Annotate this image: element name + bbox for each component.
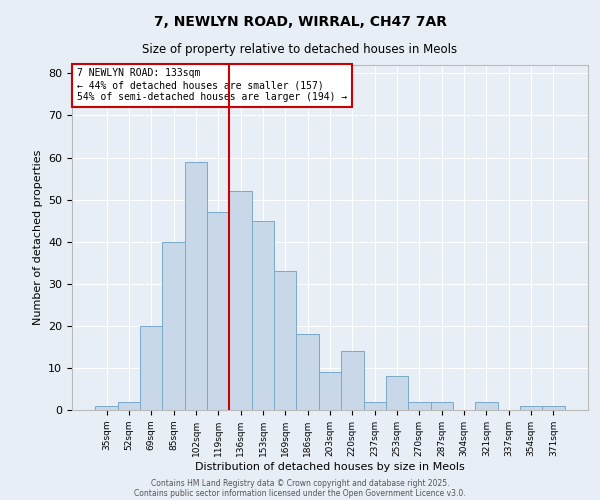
Bar [341, 351, 364, 410]
Bar [274, 271, 296, 410]
Bar [520, 406, 542, 410]
Text: Contains public sector information licensed under the Open Government Licence v3: Contains public sector information licen… [134, 488, 466, 498]
Text: 7, NEWLYN ROAD, WIRRAL, CH47 7AR: 7, NEWLYN ROAD, WIRRAL, CH47 7AR [154, 15, 446, 29]
Bar [431, 402, 453, 410]
Bar [163, 242, 185, 410]
Bar [140, 326, 163, 410]
Bar [386, 376, 408, 410]
Text: Contains HM Land Registry data © Crown copyright and database right 2025.: Contains HM Land Registry data © Crown c… [151, 478, 449, 488]
Bar [118, 402, 140, 410]
Bar [475, 402, 497, 410]
Bar [296, 334, 319, 410]
Bar [207, 212, 229, 410]
Bar [364, 402, 386, 410]
Bar [319, 372, 341, 410]
Bar [95, 406, 118, 410]
Bar [229, 191, 252, 410]
Text: 7 NEWLYN ROAD: 133sqm
← 44% of detached houses are smaller (157)
54% of semi-det: 7 NEWLYN ROAD: 133sqm ← 44% of detached … [77, 68, 347, 102]
Bar [185, 162, 207, 410]
Bar [252, 220, 274, 410]
Bar [408, 402, 431, 410]
Y-axis label: Number of detached properties: Number of detached properties [32, 150, 43, 325]
Bar [542, 406, 565, 410]
Text: Size of property relative to detached houses in Meols: Size of property relative to detached ho… [142, 42, 458, 56]
X-axis label: Distribution of detached houses by size in Meols: Distribution of detached houses by size … [195, 462, 465, 471]
